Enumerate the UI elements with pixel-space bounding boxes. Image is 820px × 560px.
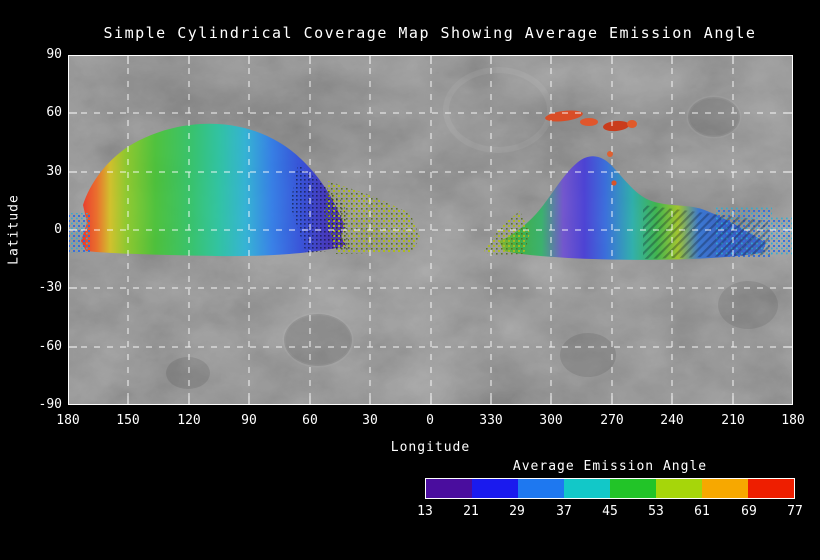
east-edge-wrap-speckle [771,217,793,255]
colorbar-tick-label: 37 [556,504,572,519]
coverage-overlay [68,110,793,260]
colorbar-tick-label: 77 [787,504,803,519]
colorbar [425,478,795,499]
x-tick-label: 120 [177,413,201,428]
gridlines [68,55,793,405]
y-tick-label: -90 [38,397,62,412]
x-axis-title: Longitude [390,440,471,455]
x-tick-label: 210 [721,413,745,428]
map-plot [68,55,793,405]
colorbar-tick-label: 61 [694,504,710,519]
colorbar-title: Average Emission Angle [512,459,708,474]
west-edge-wrap-speckle [68,213,90,253]
colorbar-tick-label: 53 [648,504,664,519]
y-tick-label: 90 [46,47,62,62]
eastern-tail-hatch [643,205,770,259]
x-tick-label: 330 [479,413,503,428]
x-tick-label: 270 [600,413,624,428]
y-tick-label: 0 [54,222,62,237]
x-tick-label: 0 [426,413,434,428]
colorbar-tick-label: 45 [602,504,618,519]
x-tick-label: 180 [781,413,805,428]
y-tick-label: 30 [46,164,62,179]
colorbar-tick-label: 21 [463,504,479,519]
x-tick-label: 240 [660,413,684,428]
x-tick-label: 180 [56,413,80,428]
x-tick-label: 300 [539,413,563,428]
y-tick-label: -60 [38,339,62,354]
x-tick-label: 150 [116,413,140,428]
chart-title: Simple Cylindrical Coverage Map Showing … [103,24,757,42]
colorbar-tick-label: 13 [417,504,433,519]
colorbar-tick-label: 29 [509,504,525,519]
colorbar-gradient [426,479,794,498]
y-tick-label: 60 [46,105,62,120]
plot-frame [68,55,793,405]
x-tick-label: 60 [302,413,318,428]
x-tick-label: 30 [362,413,378,428]
eastern-fringe-speckle [484,211,530,255]
y-tick-label: -30 [38,280,62,295]
axis-ticks [68,55,793,405]
y-axis-title: Latitude [6,194,22,265]
western-coverage-region [81,123,346,257]
colorbar-tick-label: 69 [741,504,757,519]
x-tick-label: 90 [241,413,257,428]
